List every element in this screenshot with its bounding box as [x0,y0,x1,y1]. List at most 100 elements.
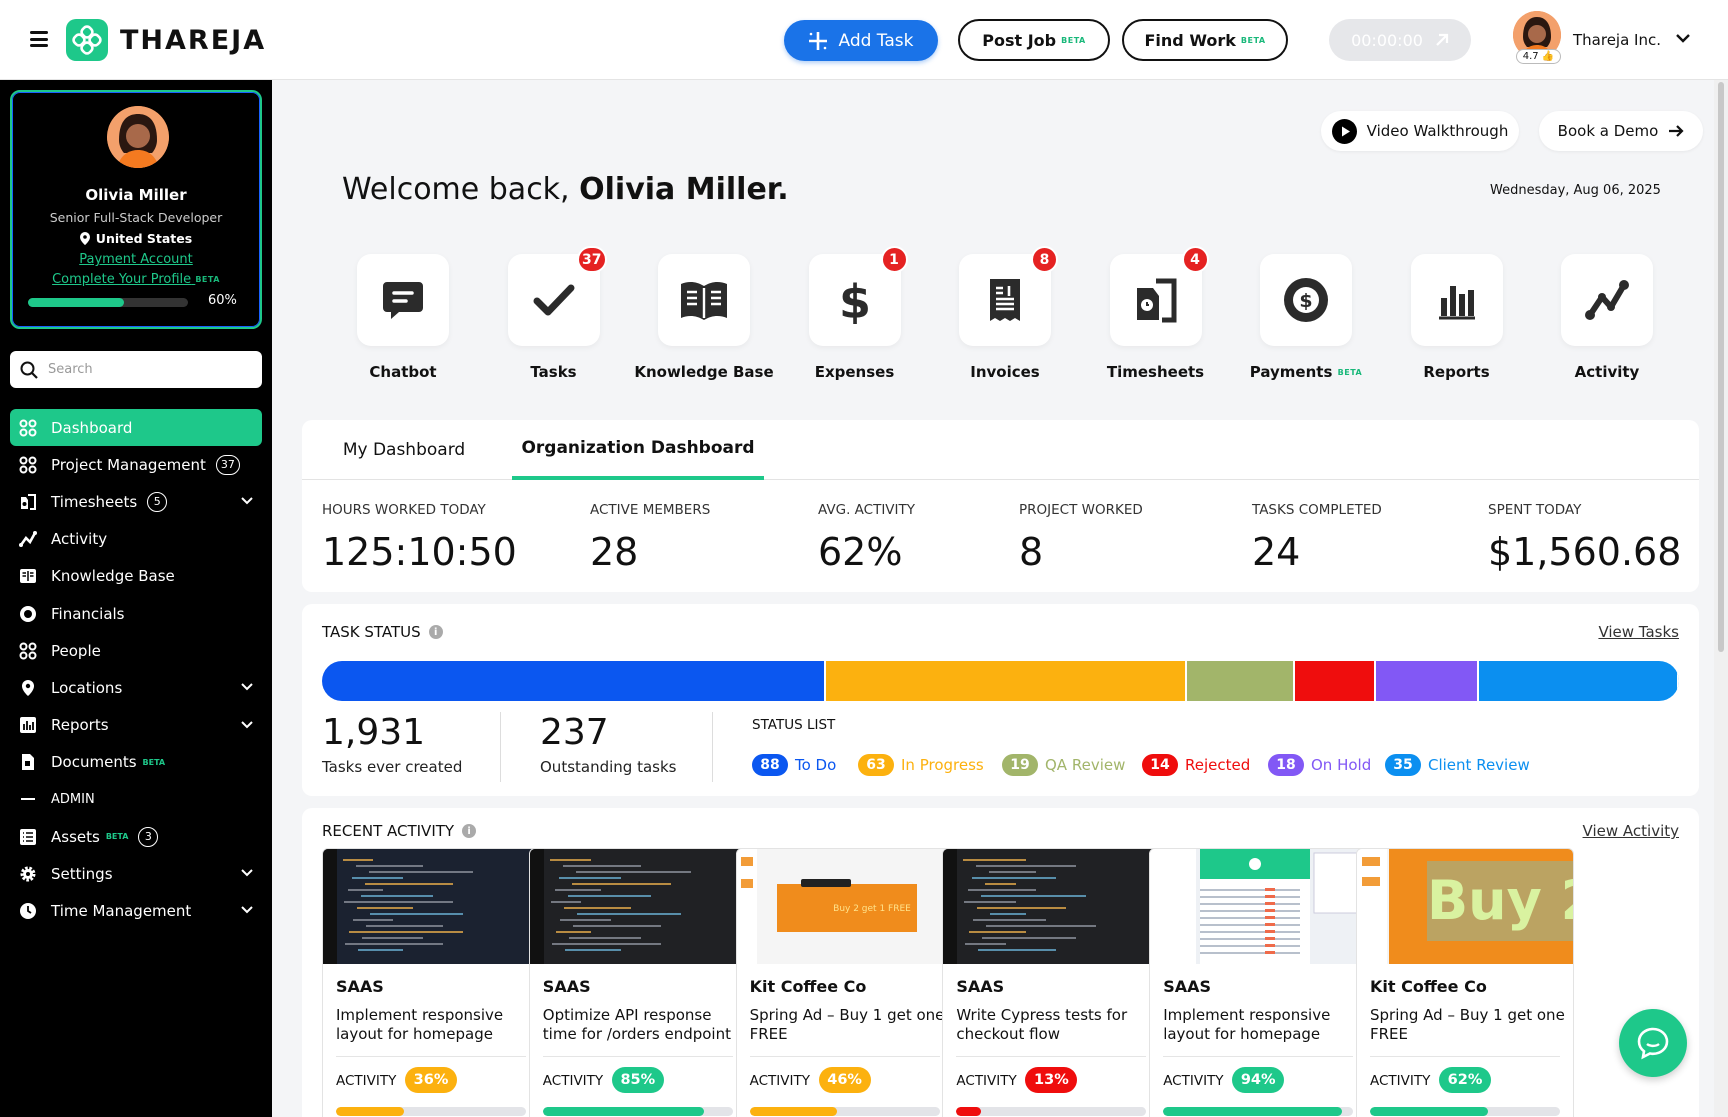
divider [1370,1056,1560,1057]
sidebar-item-locations[interactable]: Locations [10,669,262,706]
activity-progress-fill [542,1107,705,1116]
shortcut-activity[interactable]: Activity [1532,254,1682,381]
status-segment-to-do[interactable] [322,661,826,701]
chevron-down-icon[interactable] [240,496,254,506]
activity-card[interactable]: Buy 2 get 1 FREE Kit Coffee Co Spring Ad –… [735,848,954,1117]
activity-progress-fill [336,1107,405,1116]
status-item-client-review[interactable]: 35 Client Review [1385,754,1530,776]
stat-avg-activity: AVG. ACTIVITY 62% [818,502,915,574]
view-activity-link[interactable]: View Activity [1582,822,1679,840]
scrollbar-thumb[interactable] [1718,82,1724,652]
stat-value: 125:10:50 [322,530,517,574]
view-tasks-link[interactable]: View Tasks [1598,623,1679,641]
chevron-down-icon[interactable] [1675,32,1691,44]
shortcut-tasks[interactable]: 37 Tasks [479,246,629,381]
sidebar-item-people[interactable]: People [10,632,262,669]
activity-task: Spring Ad – Buy 1 get one FREE [1370,1006,1565,1043]
status-item-in-progress[interactable]: 63 In Progress [858,754,984,776]
chat-support-button[interactable] [1619,1009,1687,1077]
activity-screenshot[interactable]: Buy 2 get 1 FREE [736,849,953,964]
status-segment-qa-review[interactable] [1186,661,1296,701]
activity-task: Write Cypress tests for checkout flow [956,1006,1128,1043]
sidebar-item-settings[interactable]: Settings [10,855,262,892]
activity-percent-badge: 62% [1439,1067,1491,1093]
video-walkthrough-button[interactable]: Video Walkthrough [1321,111,1519,151]
shortcut-tile[interactable] [1410,254,1503,346]
activity-screenshot[interactable] [323,849,539,964]
profile-avatar[interactable] [107,106,169,168]
info-icon[interactable]: i [428,625,443,639]
tab-organization-dashboard[interactable]: Organization Dashboard [512,420,764,480]
menu-icon[interactable] [30,31,48,47]
sidebar-item-dashboard[interactable]: Dashboard [10,409,262,447]
time-tracker-button[interactable]: 00:00:00 [1329,19,1471,61]
add-task-button[interactable]: Add Task [784,20,938,61]
shortcut-timesheets[interactable]: 4 Timesheets [1081,246,1231,381]
sidebar-item-timesheets[interactable]: Timesheets 5 [10,483,262,520]
tab-my-dashboard[interactable]: My Dashboard [342,440,466,460]
find-work-button[interactable]: Find Work BETA [1122,19,1288,61]
activity-screenshot[interactable] [529,849,746,964]
beta-badge: BETA [195,275,220,284]
scrollbar[interactable] [1714,80,1728,1117]
activity-progress-bar [956,1107,1147,1116]
shortcut-tile[interactable]: 4 [1109,246,1209,346]
activity-card[interactable]: Buy 2 Kit Coffee Co Spring Ad – Buy 1 get … [1356,848,1574,1117]
shortcut-reports[interactable]: Reports [1382,254,1532,381]
activity-card[interactable]: SAAS Implement responsive layout for home… [322,848,540,1117]
status-item-on-hold[interactable]: 18 On Hold [1268,754,1371,776]
divider [712,712,713,782]
activity-screenshot[interactable] [1150,849,1367,964]
shortcut-label: Timesheets [1081,363,1231,381]
status-segment-rejected[interactable] [1295,661,1376,701]
shortcut-chatbot[interactable]: Chatbot [328,254,478,381]
logo[interactable]: THAREJA [66,19,266,61]
sidebar-item-time-management[interactable]: Time Management [10,892,262,929]
sidebar-item-reports[interactable]: Reports [10,707,262,744]
status-segment-in-progress[interactable] [825,661,1187,701]
shortcut-tile[interactable] [1561,254,1653,346]
sidebar-item-project-management[interactable]: Project Management 37 [10,446,262,483]
activity-screenshot[interactable] [943,849,1160,964]
shortcut-tile[interactable]: 37 [507,246,607,346]
shortcut-tile[interactable] [658,254,750,346]
shortcut-expenses[interactable]: $1 Expenses [780,246,930,381]
count-badge: 5 [147,491,168,512]
shortcut-tile[interactable]: $ [1260,254,1352,346]
book-demo-button[interactable]: Book a Demo [1539,111,1703,151]
search-input[interactable] [48,362,248,377]
shortcut-tile[interactable]: $1 [808,246,908,346]
payment-account-link[interactable]: Payment Account [79,252,193,267]
status-item-qa-review[interactable]: 19 QA Review [1002,754,1125,776]
shortcut-invoices[interactable]: 8 Invoices [930,246,1080,381]
shortcut-knowledge-base[interactable]: Knowledge Base [629,254,779,381]
activity-card[interactable]: SAAS Implement responsive layout for home… [1149,848,1368,1117]
shortcut-payments[interactable]: $ Payments BETA [1231,254,1381,381]
shortcut-tile[interactable]: 8 [959,246,1058,346]
search-box[interactable] [10,351,262,388]
complete-profile-link[interactable]: Complete Your Profile BETA [12,272,260,287]
activity-percent-badge: 85% [611,1067,664,1093]
shortcut-tile[interactable] [357,254,449,346]
status-segment-client-review[interactable] [1478,661,1679,701]
activity-screenshot[interactable]: Buy 2 [1357,849,1573,964]
post-job-button[interactable]: Post Job BETA [958,19,1110,61]
sidebar-item-documents[interactable]: Documents BETA [10,744,262,781]
status-item-to-do[interactable]: 88 To Do [752,754,836,776]
status-item-rejected[interactable]: 14 Rejected [1142,754,1250,776]
chevron-down-icon[interactable] [240,682,254,692]
sidebar-item-label: People [51,641,101,660]
status-segment-on-hold[interactable] [1375,661,1479,701]
sidebar-item-admin[interactable]: ADMIN [10,781,262,818]
sidebar-item-assets[interactable]: Assets BETA 3 [10,818,262,855]
chevron-down-icon[interactable] [240,868,254,878]
sidebar-item-activity[interactable]: Activity [10,521,262,558]
chevron-down-icon[interactable] [240,905,254,915]
info-icon[interactable]: i [462,824,477,838]
activity-card[interactable]: SAAS Write Cypress tests for checkout flo… [942,848,1161,1117]
activity-card[interactable]: SAAS Optimize API response time for /orde… [528,848,747,1117]
welcome-heading: Welcome back, Olivia Miller. [342,172,789,207]
sidebar-item-knowledge-base[interactable]: Knowledge Base [10,558,262,595]
chevron-down-icon[interactable] [240,720,254,730]
sidebar-item-financials[interactable]: Financials [10,595,262,632]
